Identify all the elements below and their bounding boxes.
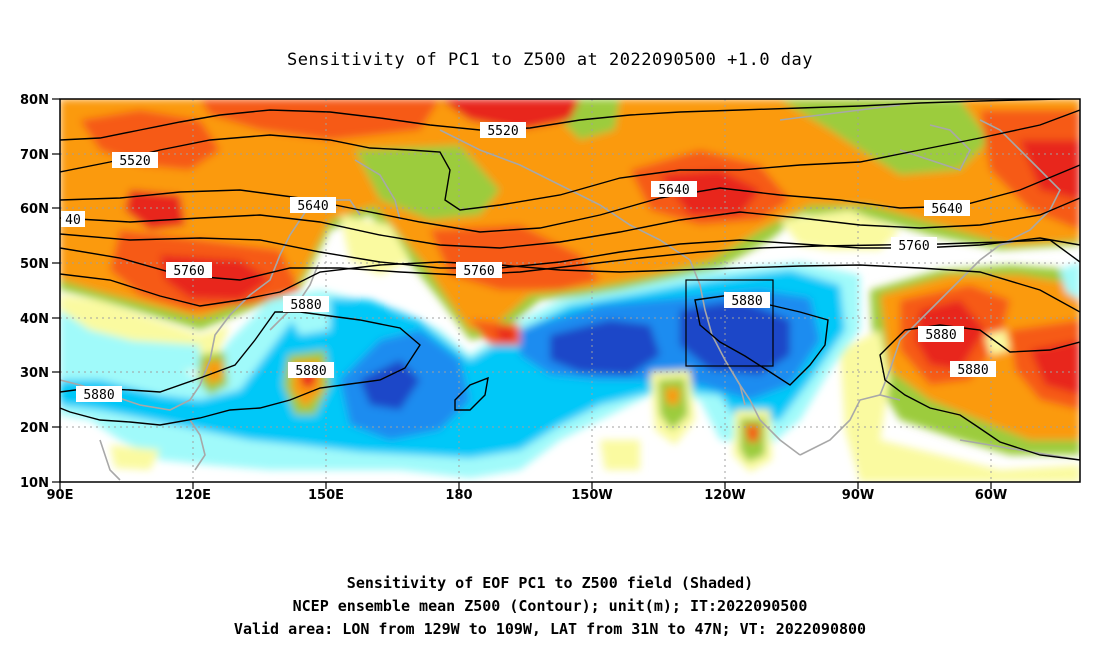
lat-label-20n: 20N bbox=[20, 421, 49, 436]
valid-area-box bbox=[685, 279, 774, 367]
contour-5880-main bbox=[60, 311, 421, 426]
lat-label-80n: 80N bbox=[20, 93, 49, 108]
svg-text:5880: 5880 bbox=[290, 298, 321, 313]
lat-label-50n: 50N bbox=[20, 257, 49, 272]
z500-contours bbox=[60, 99, 1080, 461]
contour-label-5640-mid: 5640 bbox=[651, 181, 697, 198]
svg-text:5880: 5880 bbox=[731, 294, 762, 309]
plot-frame bbox=[59, 98, 1081, 483]
contour-label-5520-east: 5520 bbox=[480, 122, 526, 139]
lat-label-10n: 10N bbox=[20, 476, 49, 491]
caption-line-valid-area: Valid area: LON from 129W to 109W, LAT f… bbox=[233, 620, 867, 638]
contour-label-5880-atlantic-1: 5880 bbox=[918, 326, 964, 343]
coast-philippines bbox=[189, 419, 206, 471]
lon-label-150w: 150W bbox=[571, 488, 612, 503]
lon-label-120w: 120W bbox=[704, 488, 745, 503]
contour-label-5640-west: 5640 bbox=[290, 197, 336, 214]
lat-labels: 80N 70N 60N 50N 40N 30N 20N 10N bbox=[20, 93, 49, 491]
coast-hudson bbox=[899, 124, 971, 171]
coast-gulf bbox=[799, 394, 901, 456]
contour-5580 bbox=[60, 109, 1080, 211]
contour-label-5520-west: 5520 bbox=[112, 152, 158, 169]
contour-label-5760-west: 5760 bbox=[166, 262, 212, 279]
svg-text:40: 40 bbox=[65, 213, 81, 228]
figure-caption: Sensitivity of EOF PC1 to Z500 field (Sh… bbox=[0, 572, 1100, 641]
contour-label-5880-atlantic-2: 5880 bbox=[950, 361, 996, 378]
svg-text:5880: 5880 bbox=[925, 328, 956, 343]
contour-label-40: 40 bbox=[61, 211, 85, 228]
lat-label-70n: 70N bbox=[20, 148, 49, 163]
svg-text:5760: 5760 bbox=[463, 264, 494, 279]
lon-label-90e: 90E bbox=[47, 488, 74, 503]
svg-text:5880: 5880 bbox=[295, 364, 326, 379]
contour-label-5760-east: 5760 bbox=[891, 237, 937, 254]
contour-5640 bbox=[60, 164, 1080, 233]
contour-label-5640-east: 5640 bbox=[924, 200, 970, 217]
svg-text:5760: 5760 bbox=[173, 264, 204, 279]
coast-south-america bbox=[959, 439, 1080, 461]
svg-text:5640: 5640 bbox=[931, 202, 962, 217]
contour-label-5880-japan: 5880 bbox=[283, 296, 329, 313]
contour-label-5880-west: 5880 bbox=[76, 386, 122, 403]
coast-baja bbox=[724, 359, 746, 406]
caption-line-contour: NCEP ensemble mean Z500 (Contour); unit(… bbox=[292, 597, 808, 615]
contour-5700 bbox=[60, 197, 1080, 249]
contour-label-5760-mid: 5760 bbox=[456, 262, 502, 279]
coast-alaska bbox=[439, 129, 691, 261]
contour-labels: 5520 5520 5640 5640 5640 40 5760 5760 57… bbox=[61, 122, 996, 403]
contour-label-5880-box: 5880 bbox=[724, 292, 770, 309]
contour-label-5880-pacific: 5880 bbox=[288, 362, 334, 379]
lat-label-30n: 30N bbox=[20, 366, 49, 381]
coast-east-us bbox=[879, 239, 1021, 396]
lon-label-150e: 150E bbox=[308, 488, 344, 503]
svg-text:5520: 5520 bbox=[119, 154, 150, 169]
coast-kamchatka bbox=[354, 159, 401, 221]
lon-label-180: 180 bbox=[445, 488, 472, 503]
svg-text:5880: 5880 bbox=[83, 388, 114, 403]
lon-label-90w: 90W bbox=[842, 488, 874, 503]
contour-5880-dateline bbox=[454, 376, 489, 411]
shaded-field bbox=[60, 99, 1080, 482]
lat-label-60n: 60N bbox=[20, 202, 49, 217]
contour-5760 bbox=[60, 239, 1080, 281]
lon-label-60w: 60W bbox=[975, 488, 1007, 503]
svg-text:5880: 5880 bbox=[957, 363, 988, 378]
lat-label-40n: 40N bbox=[20, 312, 49, 327]
svg-text:5640: 5640 bbox=[658, 183, 689, 198]
lon-labels: 90E 120E 150E 180 150W 120W 90W 60W bbox=[47, 488, 1008, 503]
lon-label-120e: 120E bbox=[175, 488, 211, 503]
svg-text:5520: 5520 bbox=[487, 124, 518, 139]
caption-line-shading: Sensitivity of EOF PC1 to Z500 field (Sh… bbox=[346, 574, 754, 592]
contour-5880-atlantic bbox=[879, 324, 1080, 461]
tick-marks bbox=[52, 98, 992, 489]
page-title: Sensitivity of PC1 to Z500 at 2022090500… bbox=[286, 50, 813, 70]
svg-text:5640: 5640 bbox=[297, 199, 328, 214]
graticule bbox=[60, 99, 1080, 482]
svg-text:5760: 5760 bbox=[898, 239, 929, 254]
